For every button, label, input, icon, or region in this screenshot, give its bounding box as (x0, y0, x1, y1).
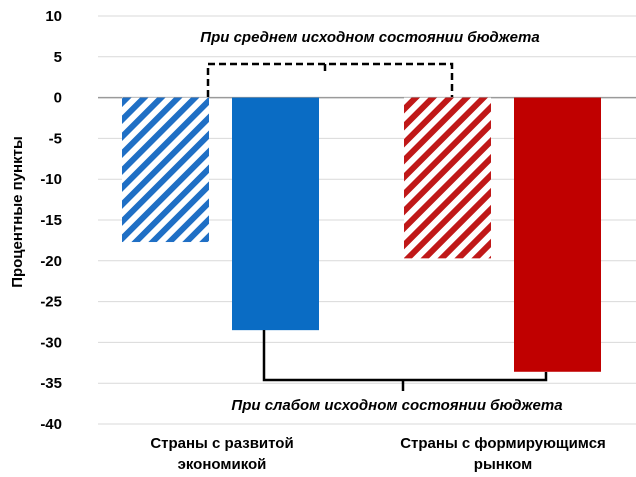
bars (122, 97, 601, 372)
y-tick-label: 0 (54, 90, 62, 107)
y-tick-label: -20 (40, 253, 62, 270)
category-label-emerging-line2: рынком (474, 456, 532, 473)
bracket-weak (262, 330, 548, 391)
y-tick-label: 10 (45, 8, 62, 25)
y-tick-label: -15 (40, 212, 62, 229)
y-tick-label: -25 (40, 294, 62, 311)
bar-emerging-hatched (404, 97, 491, 259)
annotation-weak: При слабом исходном состоянии бюджета (231, 397, 562, 414)
bracket-average (206, 62, 454, 97)
y-tick-label: -10 (40, 171, 62, 188)
bar-advanced-solid (232, 97, 319, 331)
y-tick-label: 5 (54, 49, 62, 66)
bar-advanced-hatched (122, 97, 209, 243)
y-tick-label: -35 (40, 375, 62, 392)
y-tick-label: -5 (49, 130, 62, 147)
category-label-advanced-line1: Страны с развитой (150, 435, 293, 452)
bar-emerging-solid (514, 97, 601, 372)
category-label-emerging-line1: Страны с формирующимся (400, 435, 606, 452)
y-axis-ticks: 10 5 0 -5 -10 -15 -20 -25 -30 -35 -40 (40, 8, 62, 433)
y-axis-label: Процентные пункты (9, 136, 26, 288)
category-label-advanced-line2: экономикой (178, 456, 267, 473)
y-tick-label: -30 (40, 334, 62, 351)
y-tick-label: -40 (40, 416, 62, 433)
annotation-average: При среднем исходном состоянии бюджета (200, 29, 539, 46)
